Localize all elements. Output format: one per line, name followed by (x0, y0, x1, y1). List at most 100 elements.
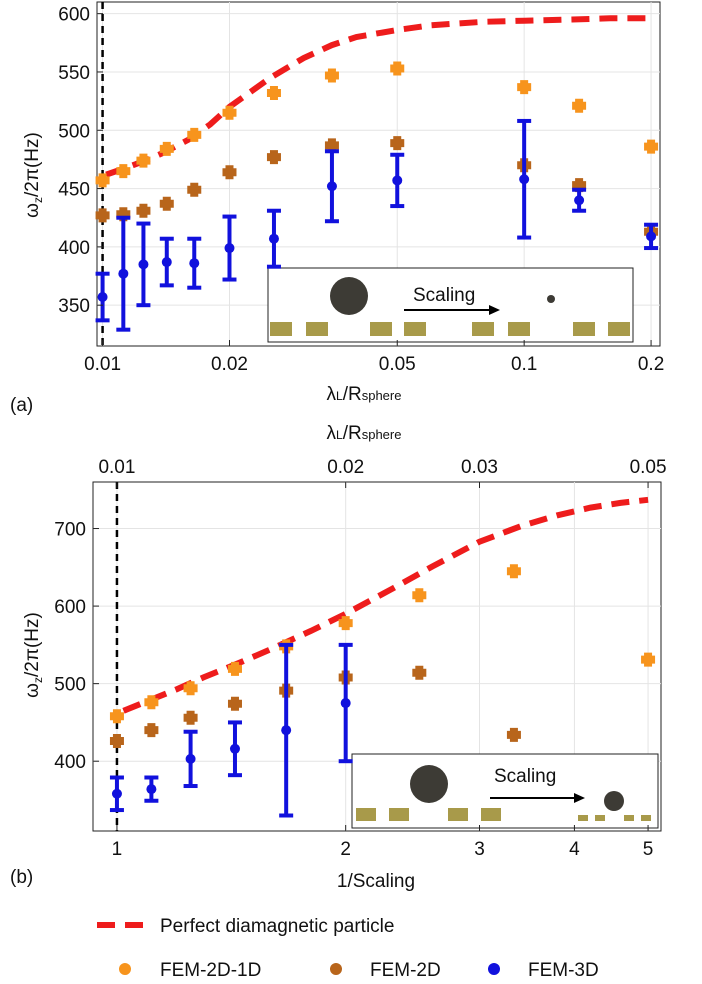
fem3d-point (111, 788, 122, 799)
panel-b-tag: (b) (10, 867, 33, 888)
fem3d-point (97, 292, 108, 303)
fem2d1d-point (641, 652, 656, 667)
x-tick-label: 0.01 (84, 354, 121, 375)
panel-b-ticks: 1 2 3 4 5 400 500 600 700 0.01 0.02 0.03 0.05 (54, 457, 666, 860)
fem2d-point (390, 136, 405, 151)
y-tick-label: 550 (58, 63, 90, 84)
inset-b-large-sphere (410, 765, 448, 803)
panel-b-frame (92, 481, 662, 832)
fem2d1d-point (227, 661, 242, 676)
fem2d1d-point (338, 616, 353, 631)
x-tick-label: 1 (112, 839, 123, 860)
fem3d-point (281, 725, 292, 736)
fem2d-point (159, 196, 174, 211)
fem3d-point (146, 784, 157, 795)
inset-a-magnet (306, 322, 328, 336)
fem3d-point (574, 195, 585, 206)
fem3d-point (229, 743, 240, 754)
fem3d-point (118, 268, 129, 279)
fem2d-point (187, 182, 202, 197)
fem3d-point (268, 233, 279, 244)
perfect-diamagnetic-curve (122, 496, 649, 714)
top-x-tick-label: 0.01 (98, 457, 135, 478)
inset-b-magnet (481, 808, 501, 821)
panel-b-top-xlabel: λL/Rsphere (327, 423, 402, 444)
fem3d-point (185, 753, 196, 764)
inset-a-large-sphere (330, 277, 368, 315)
panel-a-ticks: 0.01 0.02 0.05 0.1 0.2 350 400 450 500 550 600 (58, 5, 664, 375)
inset-b-magnet (356, 808, 376, 821)
legend-fem2d1d-label: FEM-2D-1D (160, 960, 261, 981)
inset-a-arrow-head (489, 305, 500, 315)
fem2d1d-point (506, 564, 521, 579)
x-tick-label: 2 (340, 839, 351, 860)
legend-fem2d1d-marker (119, 963, 131, 975)
inset-b-magnet (624, 815, 634, 821)
inset-a-magnet (270, 322, 292, 336)
x-tick-label: 0.2 (638, 354, 664, 375)
y-tick-label: 600 (54, 597, 86, 618)
fem2d-point (227, 696, 242, 711)
top-x-tick-label: 0.03 (461, 457, 498, 478)
inset-b-magnet (641, 815, 651, 821)
fem2d1d-point (324, 68, 339, 83)
fem2d1d-point (144, 695, 159, 710)
panel-b: Scaling 1 2 3 4 5 400 500 600 700 0.01 0.02 0.03 0.0… (10, 423, 667, 892)
fem2d1d-point (266, 85, 281, 100)
panel-b-inset: Scaling (351, 753, 659, 829)
fem2d1d-point (183, 681, 198, 696)
inset-a-magnet (573, 322, 595, 336)
fem2d1d-point (412, 588, 427, 603)
inset-b-small-sphere (604, 791, 624, 811)
fem2d-point (109, 734, 124, 749)
inset-a-magnet (472, 322, 494, 336)
fem2d1d-point (222, 105, 237, 120)
panel-a-ylabel: ωz/2π(Hz) (22, 132, 45, 218)
x-tick-label: 3 (474, 839, 485, 860)
y-tick-label: 400 (58, 238, 90, 259)
inset-b-magnet (578, 815, 588, 821)
fem3d-point (392, 175, 403, 186)
panel-a-data (95, 2, 659, 346)
y-tick-label: 500 (54, 675, 86, 696)
panel-a-inset: Scaling (267, 267, 634, 343)
fem3d-point (224, 243, 235, 254)
inset-b-scaling-label: Scaling (494, 766, 556, 787)
x-tick-label: 4 (569, 839, 580, 860)
fem2d1d-point (390, 61, 405, 76)
inset-a-scaling-label: Scaling (413, 285, 475, 306)
inset-a-magnet (608, 322, 630, 336)
panel-a-tag: (a) (10, 395, 33, 416)
inset-a-small-sphere (547, 295, 555, 303)
inset-a-magnet (370, 322, 392, 336)
panel-b-ylabel: ωz/2π(Hz) (22, 612, 45, 698)
legend-fem3d-label: FEM-3D (528, 960, 599, 981)
fem3d-point (646, 231, 657, 242)
fem2d1d-point (644, 139, 659, 154)
inset-a-frame (267, 267, 634, 343)
panel-b-xlabel: 1/Scaling (337, 871, 415, 892)
y-tick-label: 600 (58, 5, 90, 26)
x-tick-label: 0.02 (211, 354, 248, 375)
fem2d1d-point (517, 80, 532, 95)
fem2d-point (222, 165, 237, 180)
panel-b-data (109, 482, 656, 831)
legend: Perfect diamagnetic particle FEM-2D-1D F… (97, 916, 599, 981)
y-tick-label: 350 (58, 296, 90, 317)
legend-fem2d-marker (330, 963, 342, 975)
legend-perfect-label: Perfect diamagnetic particle (160, 916, 394, 937)
inset-b-magnet (389, 808, 409, 821)
panel-a-xlabel: λL/Rsphere (327, 384, 402, 405)
x-tick-label: 5 (643, 839, 654, 860)
fem2d1d-point (572, 98, 587, 113)
x-tick-label: 0.1 (511, 354, 537, 375)
fem2d-point (324, 138, 339, 153)
fem2d-point (95, 208, 110, 223)
fem2d-point (183, 710, 198, 725)
top-x-tick-label: 0.05 (630, 457, 667, 478)
inset-b-magnet (595, 815, 605, 821)
inset-b-arrow-head (574, 793, 585, 803)
y-tick-label: 700 (54, 520, 86, 541)
inset-b-magnets (356, 808, 651, 821)
